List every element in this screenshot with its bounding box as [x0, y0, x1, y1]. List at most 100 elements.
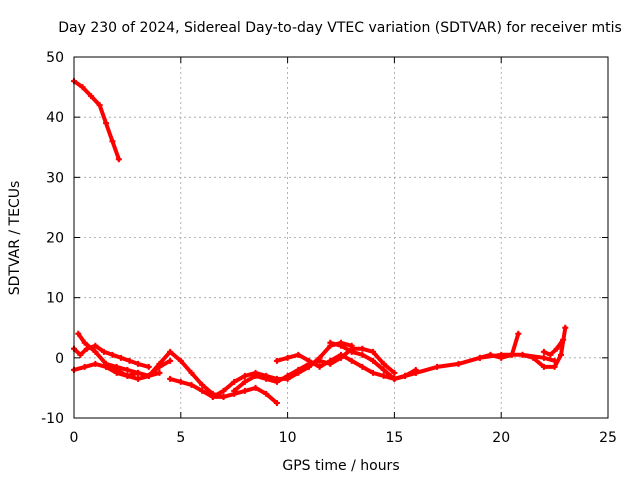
data-point	[370, 348, 377, 355]
data-point	[124, 372, 131, 379]
data-point	[92, 360, 99, 367]
data-point	[199, 387, 206, 394]
data-point	[273, 378, 280, 385]
chart-title: Day 230 of 2024, Sidereal Day-to-day VTE…	[58, 20, 622, 36]
data-point	[103, 360, 110, 367]
y-tick-label: 40	[46, 110, 64, 126]
data-point	[295, 366, 302, 373]
data-point	[380, 372, 387, 379]
data-point	[305, 357, 312, 364]
data-point	[81, 339, 88, 346]
data-point	[295, 351, 302, 358]
data-point	[380, 360, 387, 367]
y-tick-label: -10	[41, 411, 64, 427]
data-point	[530, 354, 537, 361]
data-point	[263, 375, 270, 382]
data-point	[167, 357, 174, 364]
y-tick-label: 0	[55, 351, 64, 367]
data-point	[252, 384, 259, 391]
data-point	[241, 378, 248, 385]
grid	[74, 57, 608, 418]
data-point	[156, 360, 163, 367]
data-point	[560, 336, 567, 343]
series-group	[71, 78, 569, 406]
data-point	[188, 381, 195, 388]
data-point	[199, 381, 206, 388]
x-tick-label: 25	[599, 430, 617, 446]
data-point	[540, 348, 547, 355]
data-point	[519, 351, 526, 358]
series-line-arc-1	[72, 79, 121, 162]
data-point	[188, 369, 195, 376]
data-point	[370, 369, 377, 376]
data-point	[135, 360, 142, 367]
data-point	[177, 378, 184, 385]
data-point	[284, 372, 291, 379]
data-point	[88, 93, 95, 100]
data-point	[338, 342, 344, 349]
data-point	[540, 354, 547, 361]
data-point	[455, 360, 462, 367]
data-point	[100, 348, 107, 355]
x-tick-label: 0	[70, 430, 79, 446]
data-point	[177, 357, 184, 364]
data-point	[126, 357, 133, 364]
data-point	[434, 363, 441, 370]
data-point	[515, 330, 522, 337]
series-line-arc-2	[72, 343, 151, 369]
data-point	[508, 351, 515, 358]
data-point	[562, 324, 569, 331]
data-point	[77, 351, 84, 358]
y-axis-label: SDTVAR / TECUs	[7, 181, 23, 296]
y-tick-label: 50	[46, 50, 64, 66]
data-point	[241, 387, 248, 394]
data-point	[103, 120, 110, 127]
x-tick-label: 15	[385, 430, 403, 446]
data-point	[338, 351, 344, 358]
data-point	[167, 348, 174, 355]
y-tick-label: 30	[46, 170, 64, 186]
x-tick-label: 20	[492, 430, 510, 446]
data-point	[348, 348, 355, 355]
data-point	[327, 357, 334, 364]
data-point	[476, 354, 483, 361]
data-point	[209, 393, 216, 400]
data-point	[96, 102, 103, 109]
data-point	[124, 366, 131, 373]
data-point	[252, 372, 259, 379]
data-point	[79, 84, 86, 91]
data-point	[547, 351, 554, 358]
data-point	[231, 387, 238, 394]
data-point	[81, 363, 88, 370]
data-point	[273, 399, 280, 406]
data-point	[380, 366, 387, 373]
data-point	[327, 339, 334, 346]
data-point	[145, 363, 152, 370]
data-point	[359, 351, 366, 358]
data-point	[391, 369, 398, 376]
data-point	[487, 351, 494, 358]
data-point	[391, 375, 398, 382]
data-point	[241, 372, 248, 379]
data-point	[231, 378, 238, 385]
data-point	[117, 354, 124, 361]
data-point	[558, 351, 565, 358]
data-point	[359, 363, 366, 370]
data-point	[316, 357, 323, 364]
data-point	[115, 156, 122, 163]
data-point	[109, 351, 116, 358]
y-tick-label: 20	[46, 231, 64, 247]
x-tick-label: 5	[176, 430, 185, 446]
data-point	[359, 345, 366, 352]
data-point	[370, 357, 377, 364]
data-point	[540, 363, 547, 370]
data-point	[263, 390, 270, 397]
data-point	[220, 387, 227, 394]
data-point	[135, 375, 142, 382]
x-axis-label: GPS time / hours	[282, 458, 399, 474]
data-point	[284, 354, 291, 361]
data-point	[273, 357, 280, 364]
data-point	[109, 138, 116, 145]
data-point	[92, 342, 99, 349]
